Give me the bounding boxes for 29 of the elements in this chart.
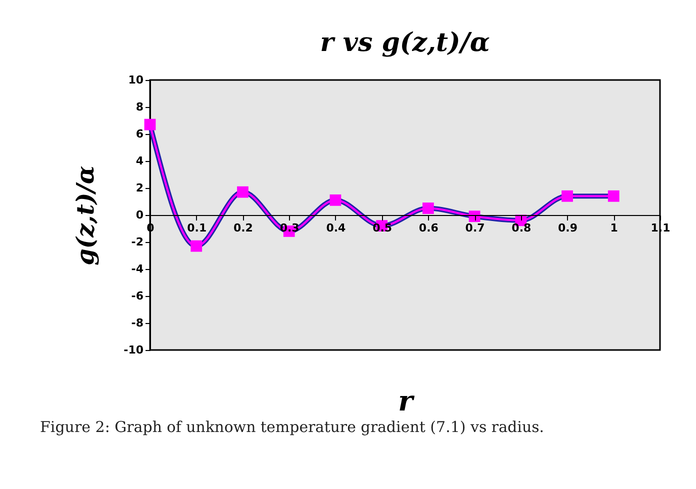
y-axis-title: g(z,t)/α <box>70 166 100 266</box>
point <box>144 118 156 130</box>
y-tick-label: -4 <box>131 262 144 276</box>
chart-title: r vs g(z,t)/α <box>320 28 490 58</box>
x-tick-label: 0.1 <box>187 222 207 234</box>
y-tick-label: 8 <box>136 100 144 114</box>
point <box>330 194 342 206</box>
x-axis-title: r <box>398 384 416 418</box>
y-tick-label: 4 <box>136 154 144 168</box>
y-tick-label: 2 <box>136 182 144 194</box>
point <box>422 202 434 214</box>
y-tick-label: -8 <box>131 316 144 330</box>
x-tick-label: 0.2 <box>233 222 253 234</box>
caption: Figure 2: Graph of unknown temperature gradient (7.1) vs radius. <box>40 418 544 436</box>
y-tick-label: -6 <box>131 290 144 302</box>
x-tick-label: 0.6 <box>418 222 439 234</box>
y-tick-label: -10 <box>124 344 144 356</box>
y-tick-label: 0 <box>136 208 144 222</box>
point <box>237 186 248 198</box>
y-tick-label: -2 <box>131 236 144 248</box>
x-tick-label: 0.7 <box>465 222 485 234</box>
y-tick-label: 6 <box>136 128 144 140</box>
x-tick-label: 0.4 <box>326 222 346 234</box>
x-tick-label: 0.9 <box>558 222 578 234</box>
x-tick-label: 1 <box>610 222 618 234</box>
y-tick-label: 10 <box>128 74 144 86</box>
point <box>562 190 573 202</box>
point <box>608 190 620 202</box>
point <box>190 240 202 252</box>
